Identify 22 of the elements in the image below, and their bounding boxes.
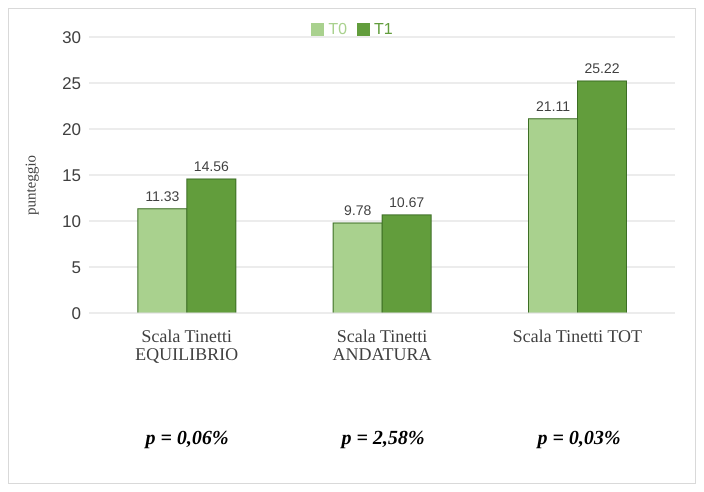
data-label: 10.67	[389, 194, 424, 210]
text: p = 0,03%	[535, 427, 622, 450]
data-label: 25.22	[584, 60, 620, 76]
y-tick-label: 5	[72, 258, 81, 278]
text: p = 2,58%	[339, 427, 426, 450]
y-tick-label: 20	[62, 120, 81, 140]
y-axis-title: punteggio	[23, 155, 40, 215]
x-tick-label: Scala Tinetti ANDATURA	[332, 326, 432, 364]
y-tick-label: 15	[62, 166, 81, 186]
text: p = 0,06%	[143, 427, 230, 450]
y-tick-label: 10	[62, 212, 81, 232]
data-label: 11.33	[145, 188, 180, 204]
legend-label: T1	[374, 21, 393, 38]
data-label: 14.56	[194, 158, 230, 174]
y-tick-label: 0	[72, 304, 81, 324]
legend-label: T0	[328, 21, 347, 38]
y-tick-label: 25	[62, 74, 81, 94]
data-label: 21.11	[536, 98, 570, 114]
x-tick-label: Scala Tinetti EQUILIBRIO	[135, 326, 238, 364]
x-tick-label: Scala Tinetti TOT	[512, 326, 642, 346]
data-label: 9.78	[344, 202, 372, 218]
y-tick-label: 30	[62, 28, 81, 48]
